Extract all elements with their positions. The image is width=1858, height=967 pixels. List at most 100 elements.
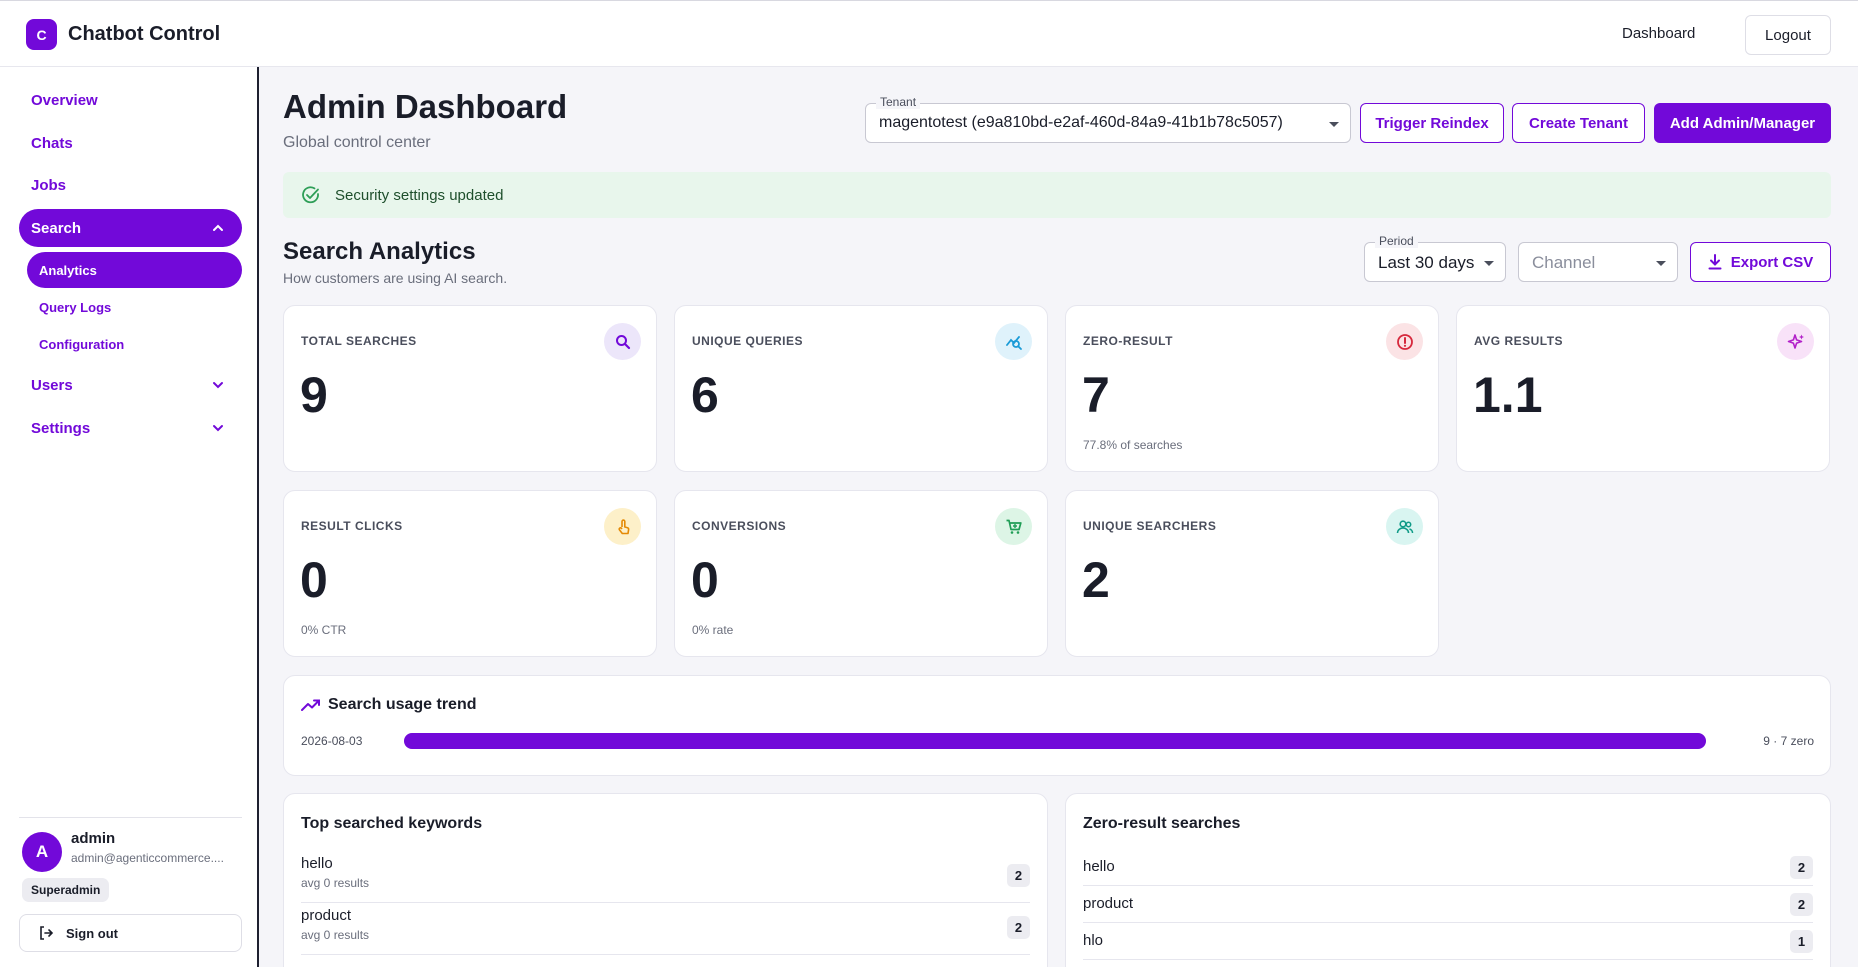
success-alert: Security settings updated — [283, 172, 1831, 218]
zero-result-title: Zero-result searches — [1083, 815, 1241, 832]
stat-sub: 0% CTR — [301, 623, 347, 637]
caret-down-icon — [1329, 122, 1339, 127]
stat-card-unique-searchers: UNIQUE SEARCHERS 2 — [1065, 490, 1439, 657]
user-name: admin — [71, 830, 116, 847]
add-admin-button[interactable]: Add Admin/Manager — [1654, 103, 1831, 143]
sidebar-item-settings[interactable]: Settings — [19, 409, 242, 447]
sidebar-divider — [19, 817, 242, 818]
stat-card-avg-results: AVG RESULTS 1.1 — [1456, 305, 1830, 472]
sidebar-subitem-query-logs[interactable]: Query Logs — [27, 289, 242, 325]
zero-result-term: product — [1083, 895, 1134, 912]
check-circle-icon — [302, 186, 319, 204]
sidebar-item-label: Search — [31, 219, 82, 237]
sidebar-subitem-label: Analytics — [39, 262, 97, 278]
zero-result-term: hlo — [1083, 932, 1104, 949]
tenant-select[interactable]: Tenant magentotest (e9a810bd-e2af-460d-8… — [865, 95, 1351, 143]
channel-select[interactable]: Channel — [1518, 242, 1678, 282]
stat-sub: 0% rate — [692, 623, 734, 637]
zero-result-card: Zero-result searches hello 2 product 2 h… — [1065, 793, 1831, 967]
caret-down-icon — [1656, 261, 1666, 266]
stat-value: 1.1 — [1473, 367, 1543, 423]
count-badge: 2 — [1007, 916, 1030, 939]
sidebar-item-label: Jobs — [31, 176, 67, 194]
sidebar-subitem-configuration[interactable]: Configuration — [27, 326, 242, 362]
sidebar: Overview Chats Jobs Search Analytics Que… — [0, 67, 259, 967]
period-value: Last 30 days — [1378, 253, 1475, 272]
brand-logo: C — [26, 19, 57, 50]
export-csv-button[interactable]: Export CSV — [1690, 242, 1831, 282]
count-badge: 2 — [1790, 856, 1813, 879]
sidebar-item-overview[interactable]: Overview — [19, 81, 242, 119]
stat-label: UNIQUE SEARCHERS — [1083, 519, 1217, 533]
page-subtitle: Global control center — [283, 134, 431, 151]
count-badge: 1 — [1790, 930, 1813, 953]
top-bar: C Chatbot Control Dashboard Logout — [0, 0, 1858, 67]
sidebar-item-users[interactable]: Users — [19, 366, 242, 404]
people-icon — [1386, 508, 1423, 545]
channel-placeholder: Channel — [1532, 253, 1596, 272]
sign-out-button[interactable]: Sign out — [19, 914, 242, 952]
stat-card-result-clicks: RESULT CLICKS 0 0% CTR — [283, 490, 657, 657]
trending-up-icon — [301, 699, 320, 711]
query-stats-icon — [995, 323, 1032, 360]
search-icon — [604, 323, 641, 360]
alert-message: Security settings updated — [335, 186, 504, 204]
stat-label: ZERO-RESULT — [1083, 334, 1173, 348]
stat-label: RESULT CLICKS — [301, 519, 403, 533]
stat-card-zero-result: ZERO-RESULT 7 77.8% of searches — [1065, 305, 1439, 472]
stat-label: UNIQUE QUERIES — [692, 334, 804, 348]
sidebar-item-label: Chats — [31, 134, 73, 152]
sidebar-item-jobs[interactable]: Jobs — [19, 166, 242, 204]
stat-card-total-searches: TOTAL SEARCHES 9 — [283, 305, 657, 472]
zero-result-term: hello — [1083, 858, 1115, 875]
avatar: A — [22, 832, 62, 872]
sidebar-item-chats[interactable]: Chats — [19, 124, 242, 162]
list-item[interactable]: hello 2 — [1083, 849, 1813, 886]
sidebar-subitem-analytics[interactable]: Analytics — [27, 252, 242, 288]
stat-value: 0 — [691, 552, 719, 608]
dashboard-link[interactable]: Dashboard — [1622, 25, 1696, 42]
stat-sub: 77.8% of searches — [1083, 438, 1183, 452]
cart-icon — [995, 508, 1032, 545]
logout-icon — [40, 926, 54, 940]
list-item[interactable]: product avg 0 results 2 — [301, 903, 1030, 955]
count-badge: 2 — [1007, 864, 1030, 887]
stat-card-unique-queries: UNIQUE QUERIES 6 — [674, 305, 1048, 472]
tenant-label: Tenant — [876, 95, 921, 109]
stat-value: 7 — [1082, 367, 1110, 423]
keyword-sub: avg 0 results — [301, 876, 370, 890]
section-subtitle: How customers are using AI search. — [283, 270, 508, 286]
list-item[interactable]: hlo 1 — [1083, 923, 1813, 960]
logout-button[interactable]: Logout — [1745, 15, 1831, 55]
section-title: Search Analytics — [283, 238, 476, 265]
caret-down-icon — [1484, 261, 1494, 266]
stat-value: 6 — [691, 367, 719, 423]
brand[interactable]: C Chatbot Control — [26, 19, 220, 50]
search-usage-trend: Search usage trend 2026-08-03 9 · 7 zero — [283, 675, 1831, 776]
list-item[interactable]: hello avg 0 results 2 — [301, 851, 1030, 903]
sidebar-item-search[interactable]: Search — [19, 209, 242, 247]
keyword-term: product — [301, 907, 352, 924]
create-tenant-button[interactable]: Create Tenant — [1512, 103, 1645, 143]
error-icon — [1386, 323, 1423, 360]
top-keywords-card: Top searched keywords hello avg 0 result… — [283, 793, 1048, 967]
list-item[interactable]: product 2 — [1083, 886, 1813, 923]
stat-value: 9 — [300, 367, 328, 423]
trend-title: Search usage trend — [328, 696, 477, 713]
trigger-reindex-button[interactable]: Trigger Reindex — [1360, 103, 1504, 143]
period-select[interactable]: Period Last 30 days — [1364, 234, 1506, 282]
page-title: Admin Dashboard — [283, 88, 568, 125]
brand-name: Chatbot Control — [68, 23, 221, 45]
sidebar-item-label: Settings — [31, 419, 91, 437]
export-csv-label: Export CSV — [1730, 253, 1814, 271]
keyword-term: hello — [301, 855, 333, 872]
touch-icon — [604, 508, 641, 545]
count-badge: 2 — [1790, 893, 1813, 916]
sidebar-item-label: Users — [31, 376, 73, 394]
trend-bar-track — [404, 733, 1706, 749]
trend-bar-fill — [404, 733, 1706, 749]
chevron-up-icon — [213, 224, 223, 231]
sign-out-label: Sign out — [66, 925, 118, 941]
top-keywords-title: Top searched keywords — [301, 815, 483, 832]
stat-value: 0 — [300, 552, 328, 608]
